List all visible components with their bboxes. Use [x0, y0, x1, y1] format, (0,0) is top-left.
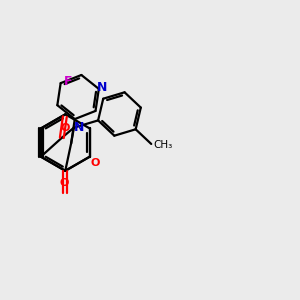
Text: O: O [90, 158, 100, 168]
Text: N: N [74, 121, 84, 134]
Text: CH₃: CH₃ [154, 140, 173, 151]
Text: F: F [64, 75, 73, 88]
Text: N: N [97, 81, 107, 94]
Text: O: O [59, 178, 68, 188]
Text: O: O [60, 123, 70, 133]
